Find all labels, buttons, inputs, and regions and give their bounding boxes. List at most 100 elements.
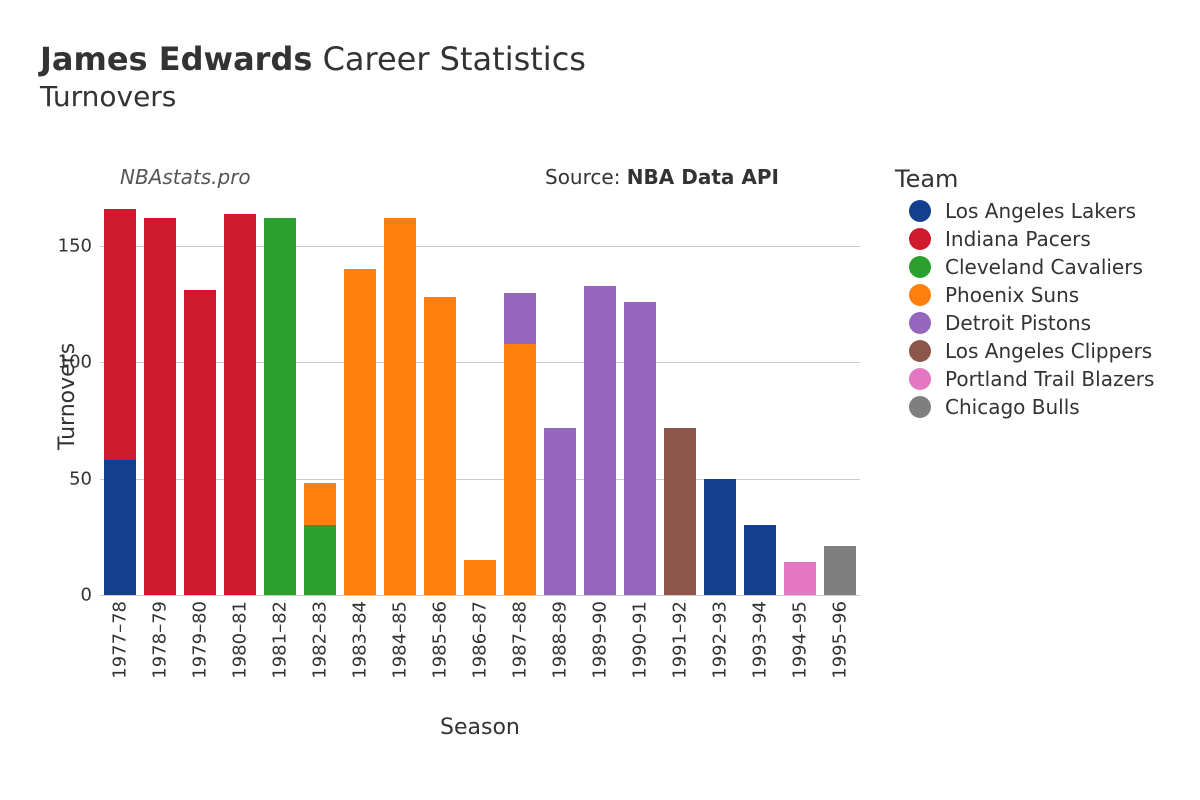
legend-swatch (909, 312, 931, 334)
x-tick: 1989–90 (590, 595, 611, 679)
legend-swatch (909, 396, 931, 418)
x-tick: 1994–95 (790, 595, 811, 679)
legend-swatch (909, 228, 931, 250)
legend-item: Los Angeles Lakers (895, 199, 1154, 223)
career-turnovers-chart: James Edwards Career Statistics Turnover… (0, 0, 1200, 800)
x-tick: 1979–80 (190, 595, 211, 679)
bar (504, 293, 535, 595)
legend-label: Los Angeles Clippers (945, 339, 1152, 363)
x-tick: 1982–83 (310, 595, 331, 679)
legend-item: Los Angeles Clippers (895, 339, 1154, 363)
bar-segment (744, 525, 775, 595)
legend-swatch (909, 340, 931, 362)
bar-segment (344, 269, 375, 595)
bar-segment (224, 214, 255, 595)
y-tick: 50 (69, 468, 100, 489)
legend-item: Phoenix Suns (895, 283, 1154, 307)
bar (144, 218, 175, 595)
x-tick: 1993–94 (750, 595, 771, 679)
legend-item: Portland Trail Blazers (895, 367, 1154, 391)
bar (584, 286, 615, 595)
chart-title: James Edwards Career Statistics Turnover… (40, 40, 586, 113)
bar-segment (664, 428, 695, 595)
bar (664, 428, 695, 595)
bar (264, 218, 295, 595)
x-tick: 1984–85 (390, 595, 411, 679)
bar (744, 525, 775, 595)
legend-label: Los Angeles Lakers (945, 199, 1136, 223)
legend-label: Portland Trail Blazers (945, 367, 1154, 391)
bar (704, 479, 735, 595)
x-tick: 1986–87 (470, 595, 491, 679)
bar (464, 560, 495, 595)
bar-segment (624, 302, 655, 595)
bar (424, 297, 455, 595)
legend-item: Chicago Bulls (895, 395, 1154, 419)
source-prefix: Source: (545, 165, 627, 189)
bar (544, 428, 575, 595)
x-tick: 1980–81 (230, 595, 251, 679)
gridline (100, 246, 860, 247)
legend-title: Team (895, 165, 1154, 193)
bar (304, 483, 335, 595)
bar-segment (104, 460, 135, 595)
y-tick: 100 (58, 352, 100, 373)
bar-segment (144, 218, 175, 595)
legend-item: Cleveland Cavaliers (895, 255, 1154, 279)
x-tick: 1988–89 (550, 595, 571, 679)
title-line-1: James Edwards Career Statistics (40, 40, 586, 78)
bar-segment (264, 218, 295, 595)
legend-label: Detroit Pistons (945, 311, 1091, 335)
legend-item: Detroit Pistons (895, 311, 1154, 335)
bar-segment (384, 218, 415, 595)
title-subtitle: Turnovers (40, 80, 586, 113)
bar-segment (704, 479, 735, 595)
x-tick: 1991–92 (670, 595, 691, 679)
legend: Team Los Angeles Lakers Indiana Pacers Cle… (895, 165, 1154, 423)
x-tick: 1990–91 (630, 595, 651, 679)
x-tick: 1983–84 (350, 595, 371, 679)
legend-label: Cleveland Cavaliers (945, 255, 1143, 279)
bar-segment (544, 428, 575, 595)
x-tick: 1981–82 (270, 595, 291, 679)
bar (184, 290, 215, 595)
bar-segment (824, 546, 855, 595)
bar-segment (464, 560, 495, 595)
bar (104, 209, 135, 595)
bar (384, 218, 415, 595)
x-tick: 1977–78 (110, 595, 131, 679)
legend-swatch (909, 200, 931, 222)
y-tick: 0 (81, 585, 100, 606)
x-axis-label: Season (440, 715, 520, 740)
bar-segment (424, 297, 455, 595)
bar (784, 562, 815, 595)
bar-segment (104, 209, 135, 460)
bar (824, 546, 855, 595)
bar (344, 269, 375, 595)
watermark: NBAstats.pro (120, 165, 251, 189)
x-tick: 1985–86 (430, 595, 451, 679)
bar-segment (504, 293, 535, 344)
player-name: James Edwards (40, 40, 312, 78)
bar-segment (184, 290, 215, 595)
bar (224, 214, 255, 595)
source-name: NBA Data API (627, 165, 779, 189)
bar-segment (304, 483, 335, 525)
bar-segment (584, 286, 615, 595)
y-tick: 150 (58, 236, 100, 257)
x-tick: 1978–79 (150, 595, 171, 679)
bar-segment (304, 525, 335, 595)
bar (624, 302, 655, 595)
legend-label: Indiana Pacers (945, 227, 1091, 251)
x-tick: 1987–88 (510, 595, 531, 679)
title-rest: Career Statistics (312, 40, 586, 78)
legend-swatch (909, 368, 931, 390)
x-tick: 1992–93 (710, 595, 731, 679)
source-label: Source: NBA Data API (545, 165, 779, 189)
legend-item: Indiana Pacers (895, 227, 1154, 251)
legend-swatch (909, 284, 931, 306)
legend-label: Phoenix Suns (945, 283, 1079, 307)
bar-segment (784, 562, 815, 595)
x-tick: 1995–96 (830, 595, 851, 679)
bar-segment (504, 344, 535, 595)
